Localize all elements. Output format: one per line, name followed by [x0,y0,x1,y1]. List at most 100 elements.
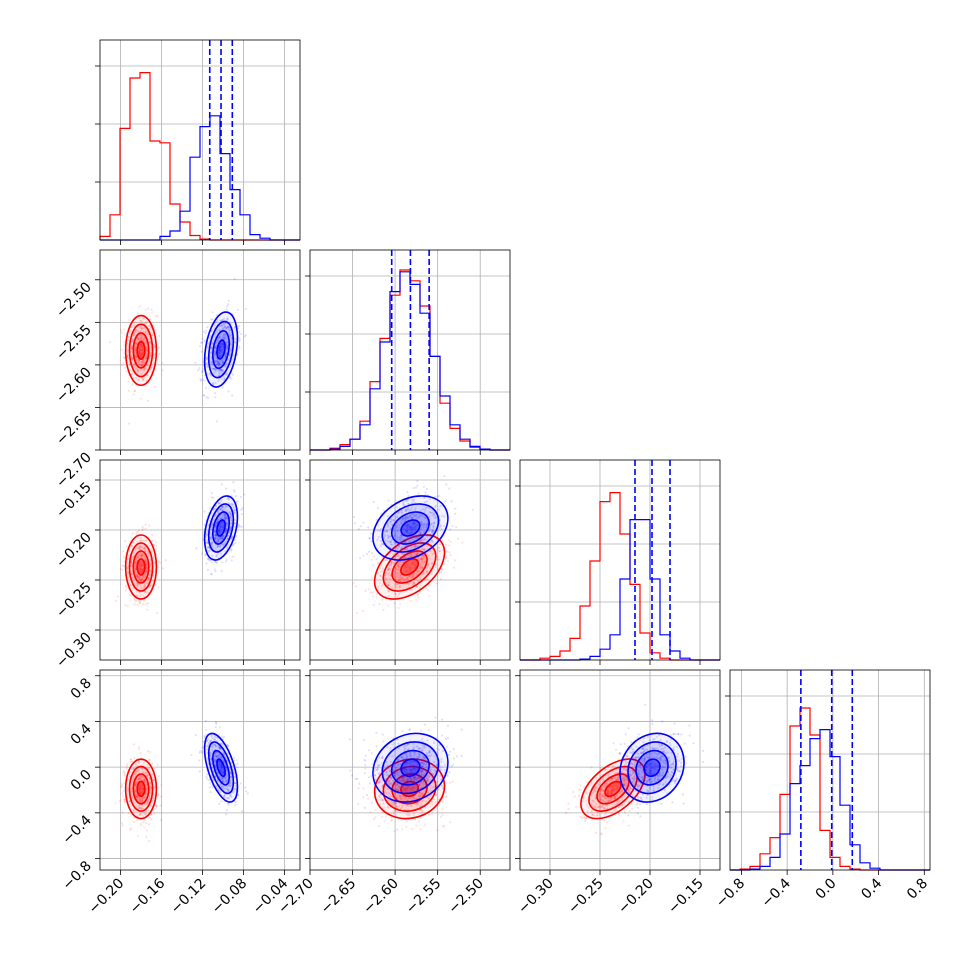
sample-point [139,799,143,803]
sample-point [229,776,232,779]
sample-point [227,511,230,514]
sample-point [210,363,214,366]
sample-point [127,811,130,815]
sample-point [378,602,381,606]
sample-point [225,758,228,761]
sample-point [150,308,153,311]
sample-point [424,524,428,527]
sample-point [222,735,225,739]
sample-point [136,369,139,372]
sample-point [383,530,387,533]
sample-point [246,792,249,795]
sample-point [375,592,378,596]
sample-point [145,561,148,564]
sample-point [421,538,424,541]
sample-point [146,799,149,802]
sample-point [124,367,127,370]
sample-point [198,770,201,773]
sample-point [146,307,149,310]
sample-point [219,517,222,520]
sample-point [150,550,153,553]
sample-point [122,770,125,773]
sample-point [148,524,151,527]
sample-point [405,529,408,532]
sample-point [427,797,430,800]
sample-point [141,345,144,348]
sample-point [126,355,129,358]
sample-point [145,346,148,349]
sample-point [146,801,149,804]
sample-point [406,808,410,811]
sample-point [138,789,141,792]
sample-point [210,745,213,748]
sample-point [232,354,235,357]
sample-point [224,529,227,533]
sample-point [216,545,219,548]
sample-point [221,776,224,780]
sample-point [225,327,228,331]
sample-point [136,540,139,544]
sample-point [410,528,413,531]
sample-point [142,358,145,361]
sample-point [427,797,430,800]
sample-point [211,554,214,558]
sample-point [404,509,407,513]
sample-point [406,526,409,529]
sample-point [221,327,224,330]
sample-point [142,369,145,372]
sample-point [157,586,160,589]
sample-point [231,358,234,361]
sample-point [432,521,436,525]
sample-point [413,522,416,525]
sample-point [108,341,112,344]
sample-point [234,804,237,807]
sample-point [210,318,213,321]
sample-point [420,557,423,560]
sample-point [143,810,146,814]
sample-point [428,754,431,757]
sample-point [209,739,212,742]
sample-point [221,509,224,512]
sample-point [397,539,400,542]
sample-point [230,519,233,522]
sample-point [234,341,237,344]
sample-point [401,577,404,580]
sample-point [140,569,143,572]
sample-point [430,539,433,542]
sample-point [221,768,225,771]
sample-point [422,773,425,776]
sample-point [390,523,393,527]
sample-point [370,775,373,778]
sample-point [145,333,149,336]
sample-point [367,526,370,529]
sample-point [223,336,226,339]
sample-point [230,778,233,781]
sample-point [381,815,384,818]
sample-point [161,369,164,372]
sample-point [220,767,223,770]
sample-point [138,352,141,355]
sample-point [369,811,372,814]
sample-point [409,588,412,592]
sample-point [225,308,228,311]
sample-point [400,523,403,526]
sample-point [407,567,410,570]
sample-point [375,518,378,521]
sample-point [453,559,456,562]
sample-point [134,368,138,371]
sample-point [416,585,419,589]
sample-point [140,352,143,355]
sample-point [389,541,392,544]
sample-point [402,502,405,506]
sample-point [395,809,398,813]
sample-point [381,598,384,602]
sample-point [147,399,150,402]
sample-point [443,562,446,566]
sample-point [388,767,391,770]
sample-point [144,559,147,562]
sample-point [419,567,422,570]
sample-point [135,574,138,577]
sample-point [230,377,233,380]
sample-point [129,564,133,568]
sample-point [398,545,401,548]
